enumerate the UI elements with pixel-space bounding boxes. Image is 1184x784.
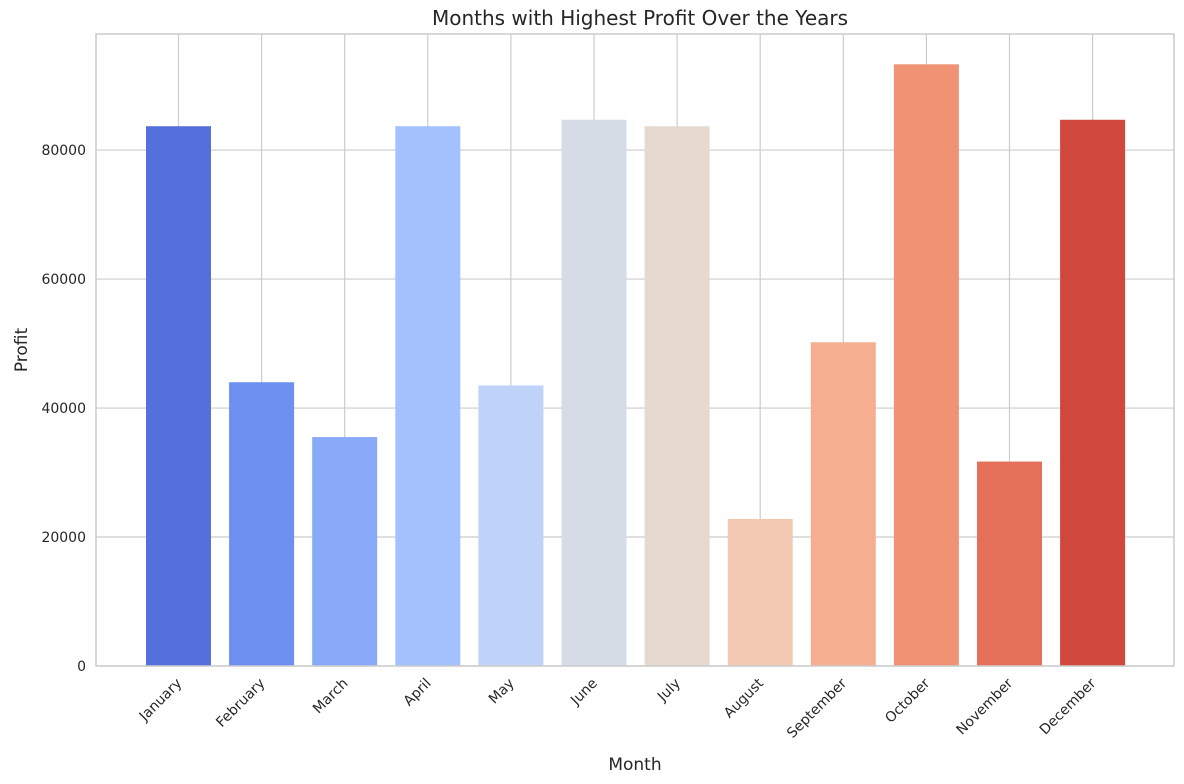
bar-november (977, 461, 1042, 666)
plot-frame (95, 33, 1175, 667)
x-tick-label: December (1037, 675, 1100, 738)
y-tick-label: 20000 (41, 530, 86, 546)
x-tick-label: April (401, 676, 435, 710)
bar-april (395, 126, 461, 667)
chart-title: Months with Highest Profit Over the Year… (432, 6, 848, 30)
y-tick-label: 0 (77, 659, 86, 675)
x-tick-label: February (213, 676, 268, 731)
x-tick-label: January (136, 676, 186, 726)
bar-december (1060, 119, 1126, 667)
bar-march (312, 437, 378, 666)
bar-january (146, 126, 211, 667)
x-tick-label: August (721, 675, 767, 721)
x-tick-labels: January February March April May June July Augu… (136, 675, 1100, 741)
y-tick-labels: 0 20000 40000 60000 80000 (41, 143, 86, 675)
y-axis-label: Profit (12, 327, 32, 372)
bar-july (644, 126, 710, 667)
y-tick-label: 40000 (41, 401, 86, 417)
x-tick-label: June (567, 676, 601, 710)
x-tick-label: May (486, 676, 518, 708)
bar-may (478, 385, 544, 666)
x-tick-label: November (954, 675, 1017, 738)
y-tick-label: 60000 (41, 272, 86, 288)
y-tick-label: 80000 (41, 143, 86, 159)
x-tick-label: October (882, 675, 933, 726)
bar-february (229, 382, 295, 666)
x-tick-label: September (784, 675, 850, 741)
x-tick-label: March (310, 676, 351, 717)
x-tick-label: July (654, 676, 684, 706)
bar-june (561, 119, 627, 667)
bar-august (727, 518, 793, 666)
bar-september (810, 342, 876, 666)
x-axis-label: Month (608, 755, 661, 775)
bar-layer (146, 64, 1126, 667)
bar-october (893, 64, 959, 667)
